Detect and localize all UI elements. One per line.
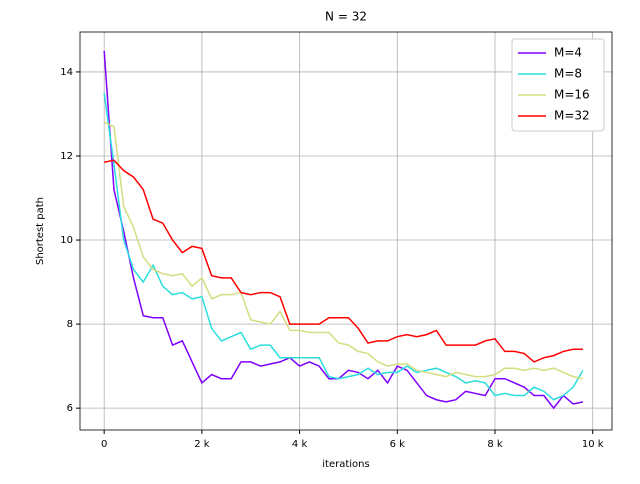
- x-tick-label: 2 k: [194, 439, 210, 450]
- x-tick-label: 4 k: [292, 439, 308, 450]
- legend-label: M=16: [554, 88, 590, 102]
- line-series: [103, 50, 584, 410]
- x-tick-label: 10 k: [582, 439, 604, 450]
- legend-box: [511, 38, 605, 132]
- x-axis-label: iterations: [322, 459, 369, 470]
- x-tick-label: 8 k: [487, 439, 503, 450]
- line-series: [103, 121, 584, 380]
- y-tick-label: 8: [67, 319, 73, 330]
- legend-label: M=4: [554, 46, 582, 60]
- y-axis-label: Shortest path: [35, 197, 46, 265]
- y-tick-label: 10: [60, 235, 73, 246]
- legend-label: M=32: [554, 109, 590, 123]
- x-tick-label: 0: [101, 439, 107, 450]
- y-tick-label: 14: [60, 67, 73, 78]
- y-tick-label: 12: [60, 151, 73, 162]
- legend-label: M=8: [554, 67, 582, 81]
- y-tick-label: 6: [67, 403, 73, 414]
- line-series: [104, 159, 583, 363]
- line-series: [103, 92, 584, 401]
- plot-frame: [79, 31, 613, 431]
- chart-title: N = 32: [325, 10, 367, 24]
- x-tick-label: 6 k: [390, 439, 406, 450]
